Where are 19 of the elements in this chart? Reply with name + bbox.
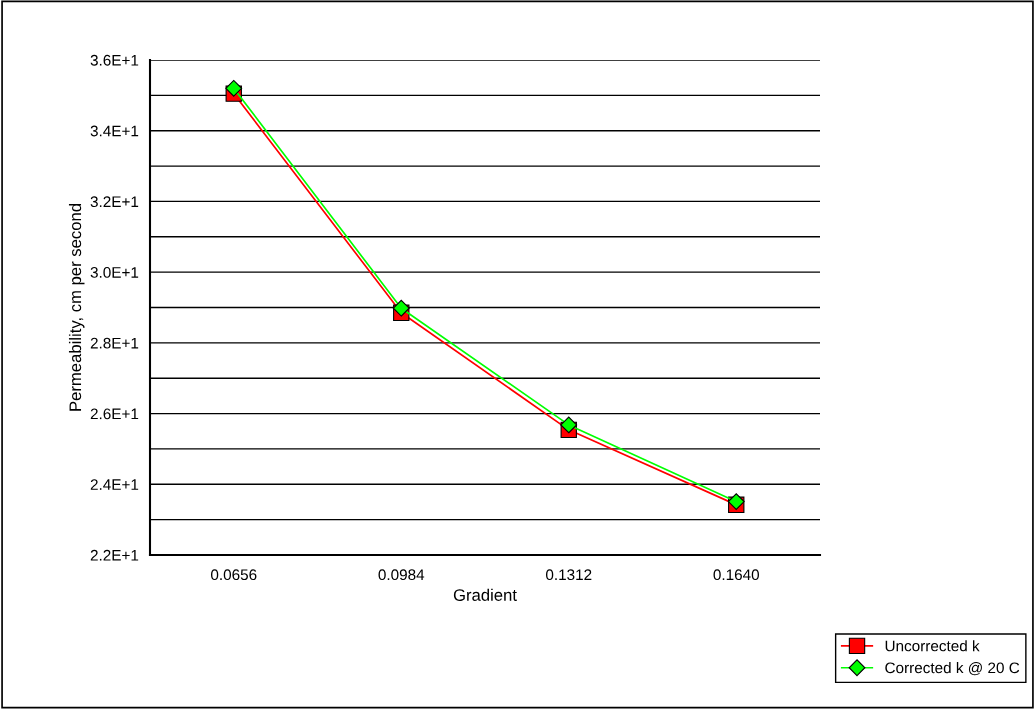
point xyxy=(225,79,243,97)
y-tick-label: 3.2E+1 xyxy=(90,196,139,208)
x-tick-label: 0.0984 xyxy=(378,569,425,581)
x-tick-label: 0.1312 xyxy=(545,569,592,581)
y-tick-label: 3.0E+1 xyxy=(90,267,139,278)
y-tick-label: 2.2E+1 xyxy=(90,549,139,561)
point xyxy=(392,299,410,317)
legend-label: Corrected k @ 20 C xyxy=(885,662,1020,676)
y-tick-label: 3.4E+1 xyxy=(90,125,139,137)
x-tick-label: 0.0656 xyxy=(210,569,257,581)
y-tick-label: 3.6E+1 xyxy=(90,54,139,66)
y-tick-label: 2.6E+1 xyxy=(90,408,139,420)
x-tick-label: 0.1640 xyxy=(713,569,760,581)
x-axis-title: Gradient xyxy=(453,588,517,601)
legend-label: Uncorrected k xyxy=(885,640,980,652)
y-axis-title: Permeability, cm per second xyxy=(68,204,85,411)
y-tick-label: 2.8E+1 xyxy=(90,337,139,349)
y-tick-label: 2.4E+1 xyxy=(90,479,139,490)
point xyxy=(560,416,578,434)
